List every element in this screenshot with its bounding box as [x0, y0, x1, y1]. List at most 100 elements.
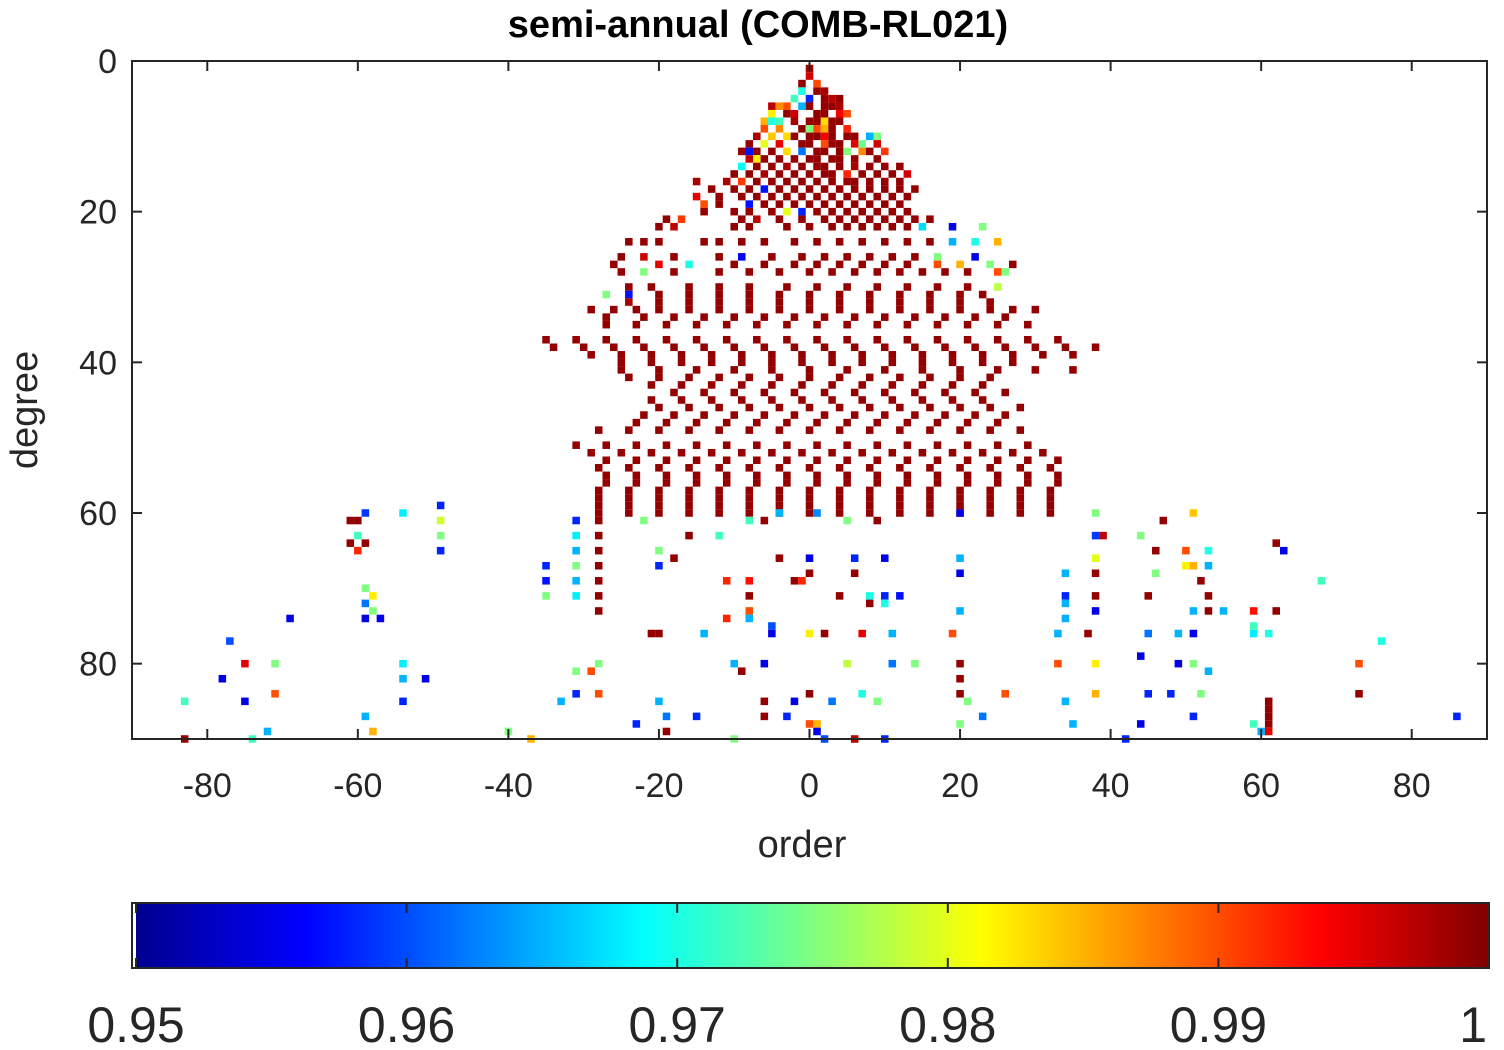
- heatmap-cell: [775, 102, 784, 110]
- heatmap-cell: [775, 509, 784, 517]
- heatmap-cell: [873, 418, 882, 427]
- heatmap-cell: [369, 592, 377, 600]
- heatmap-cell: [1189, 712, 1198, 721]
- heatmap-cell: [798, 253, 806, 261]
- heatmap-cell: [1317, 577, 1326, 585]
- heatmap-cell: [692, 418, 701, 427]
- heatmap-cell: [813, 207, 821, 216]
- heatmap-cell: [1046, 501, 1055, 510]
- heatmap-cell: [1182, 561, 1190, 570]
- heatmap-cell: [662, 418, 671, 427]
- heatmap-cell: [745, 426, 754, 434]
- heatmap-cell: [1136, 720, 1145, 728]
- heatmap-cell: [813, 456, 821, 465]
- heatmap-cell: [963, 456, 972, 465]
- heatmap-cell: [896, 464, 904, 472]
- heatmap-cell: [617, 366, 626, 374]
- heatmap-cell: [798, 79, 806, 88]
- heatmap-cell: [843, 366, 851, 374]
- heatmap-cell: [820, 629, 829, 638]
- heatmap-cell: [760, 200, 769, 208]
- heatmap-cell: [790, 260, 799, 269]
- heatmap-cell: [768, 192, 776, 201]
- heatmap-cell: [911, 411, 919, 419]
- heatmap-cell: [602, 471, 611, 480]
- heatmap-cell: [805, 298, 814, 306]
- heatmap-cell: [692, 471, 701, 480]
- heatmap-cell: [956, 509, 964, 517]
- heatmap-cell: [881, 260, 889, 269]
- heatmap-cell: [986, 260, 994, 269]
- heatmap-cell: [835, 509, 844, 517]
- heatmap-cell: [745, 268, 754, 276]
- heatmap-cell: [881, 343, 889, 352]
- heatmap-cell: [1091, 343, 1100, 352]
- heatmap-cell: [873, 697, 882, 706]
- heatmap-cell: [557, 697, 565, 706]
- heatmap-cell: [745, 607, 754, 615]
- heatmap-cell: [873, 441, 882, 449]
- heatmap-cell: [956, 690, 964, 698]
- heatmap-cell: [730, 185, 738, 193]
- heatmap-cell: [768, 177, 776, 186]
- heatmap-cell: [828, 207, 836, 216]
- heatmap-cell: [572, 561, 580, 570]
- heatmap-cell: [700, 207, 708, 216]
- heatmap-cell: [610, 305, 618, 314]
- y-tick-label: 40: [79, 344, 117, 382]
- heatmap-cell: [805, 629, 814, 638]
- heatmap-cell: [813, 87, 821, 95]
- heatmap-cell: [835, 464, 844, 472]
- heatmap-cell: [655, 464, 663, 472]
- heatmap-cell: [436, 516, 445, 525]
- heatmap-cell: [655, 373, 663, 382]
- heatmap-cell: [436, 501, 445, 510]
- heatmap-cell: [926, 486, 934, 495]
- heatmap-cell: [722, 177, 731, 186]
- heatmap-cell: [685, 494, 693, 502]
- heatmap-cell: [1084, 629, 1092, 638]
- heatmap-cell: [843, 516, 851, 525]
- heatmap-cell: [685, 486, 693, 495]
- heatmap-cell: [783, 222, 791, 231]
- heatmap-cell: [632, 456, 641, 465]
- heatmap-cell: [896, 290, 904, 299]
- heatmap-cell: [369, 727, 377, 736]
- heatmap-cell: [760, 260, 769, 269]
- heatmap-cell: [798, 448, 806, 457]
- heatmap-cell: [790, 185, 799, 193]
- heatmap-cell: [850, 569, 859, 578]
- x-tick-label: 80: [1393, 767, 1431, 805]
- heatmap-cell: [903, 238, 912, 246]
- heatmap-cell: [715, 464, 723, 472]
- heatmap-cell: [911, 253, 919, 261]
- heatmap-cell: [850, 162, 859, 171]
- heatmap-cell: [180, 697, 189, 706]
- heatmap-cell: [820, 140, 829, 148]
- heatmap-cell: [805, 185, 814, 193]
- heatmap-cell: [805, 690, 814, 698]
- heatmap-cell: [745, 403, 754, 412]
- heatmap-cell: [1264, 629, 1273, 638]
- heatmap-cell: [768, 207, 776, 216]
- heatmap-cell: [715, 509, 723, 517]
- heatmap-cell: [760, 712, 769, 721]
- heatmap-cell: [542, 561, 550, 570]
- heatmap-cell: [798, 102, 806, 110]
- heatmap-cell: [632, 335, 641, 344]
- heatmap-cell: [1264, 705, 1273, 713]
- heatmap-cell: [820, 313, 829, 321]
- heatmap-cell: [956, 674, 964, 683]
- heatmap-cell: [685, 298, 693, 306]
- heatmap-cell: [828, 102, 836, 110]
- heatmap-cell: [1174, 659, 1183, 668]
- heatmap-cell: [715, 192, 723, 201]
- heatmap-cell: [896, 592, 904, 600]
- heatmap-cell: [933, 441, 942, 449]
- heatmap-cell: [790, 94, 799, 103]
- heatmap-cell: [1249, 629, 1258, 638]
- heatmap-cell: [873, 155, 882, 163]
- heatmap-cell: [753, 177, 761, 186]
- heatmap-cell: [948, 381, 957, 389]
- heatmap-cell: [783, 192, 791, 201]
